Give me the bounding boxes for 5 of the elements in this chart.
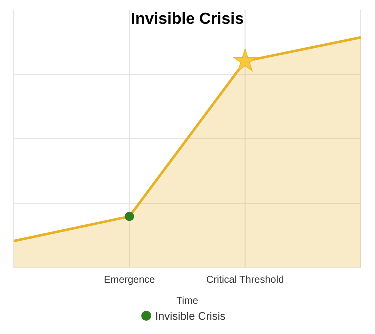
x-axis-title: Time — [176, 296, 199, 307]
chart-title: Invisible Crisis — [131, 11, 244, 28]
legend-label: Invisible Crisis — [156, 311, 226, 323]
x-tick-label: Critical Threshold — [206, 275, 284, 286]
x-tick-label: Emergence — [104, 275, 156, 286]
